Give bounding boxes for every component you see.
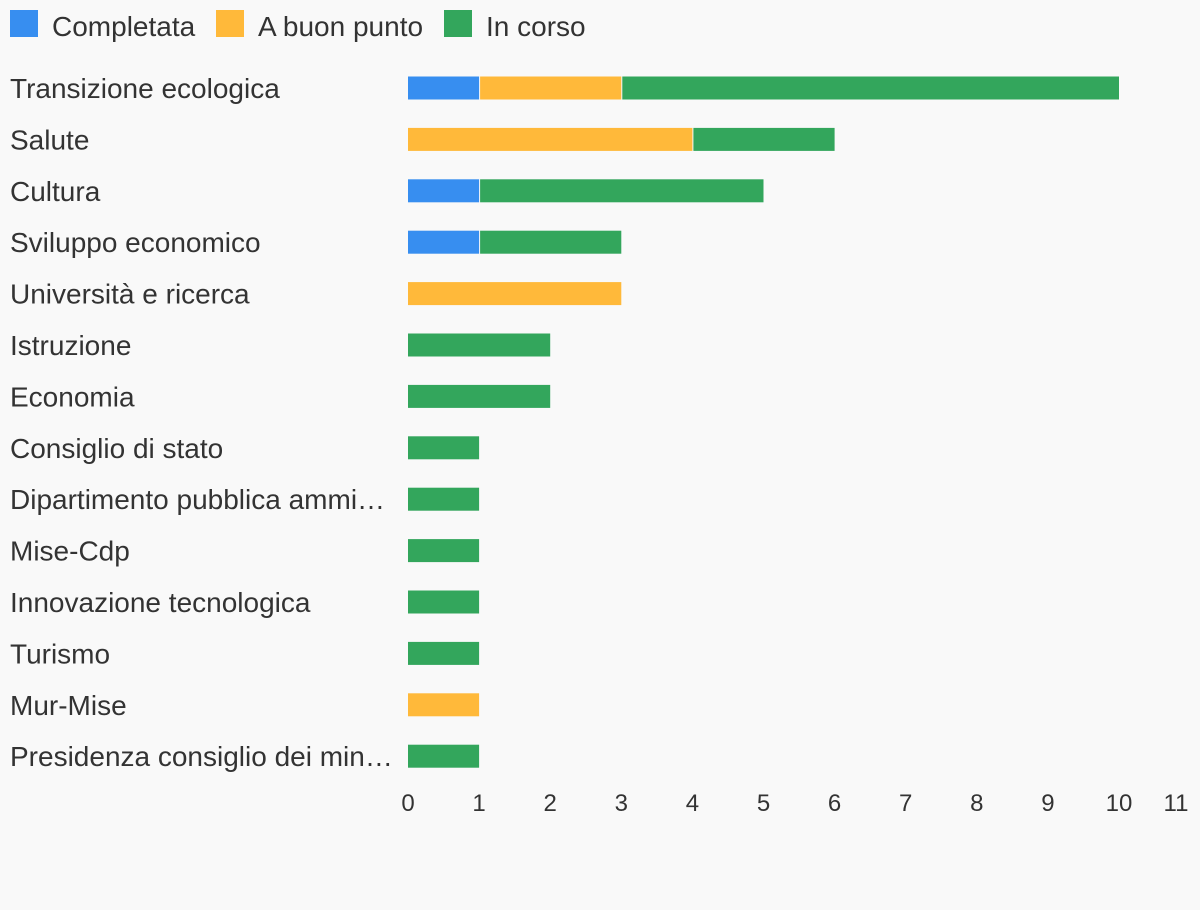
legend: Completata A buon punto In corso <box>10 10 586 42</box>
bar-cultura-in-corso <box>480 179 764 203</box>
x-tick-label-8: 8 <box>970 790 983 817</box>
legend-swatch-completata <box>10 10 38 37</box>
legend-label-in-corso: In corso <box>486 11 586 42</box>
category-label-consiglio-di-stato: Consiglio di stato <box>10 433 223 464</box>
x-tick-label-4: 4 <box>686 790 699 817</box>
category-label-sviluppo-economico: Sviluppo economico <box>10 227 261 258</box>
legend-swatch-a-buon-punto <box>216 10 244 37</box>
category-label-mise-cdp: Mise-Cdp <box>10 536 130 567</box>
x-tick-label-1: 1 <box>472 790 485 817</box>
bar-salute-a-buon-punto <box>408 127 693 151</box>
bar-economia-in-corso <box>408 384 551 408</box>
bar-innovazione-tecnologica-in-corso <box>408 590 480 614</box>
category-label-dipartimento-pubblica-ammi: Dipartimento pubblica ammi… <box>10 484 385 515</box>
x-tick-label-11: 11 <box>1164 790 1189 817</box>
category-label-universita-e-ricerca: Università e ricerca <box>10 279 250 310</box>
category-label-mur-mise: Mur-Mise <box>10 690 127 721</box>
bar-presidenza-consiglio-dei-min-in-corso <box>408 744 480 768</box>
bar-consiglio-di-stato-in-corso <box>408 436 480 460</box>
x-tick-label-7: 7 <box>899 790 912 817</box>
x-tick-label-2: 2 <box>544 790 557 817</box>
category-label-turismo: Turismo <box>10 638 110 669</box>
bar-sviluppo-economico-completata <box>408 230 480 254</box>
bar-salute-in-corso <box>693 127 835 151</box>
x-tick-label-5: 5 <box>757 790 770 817</box>
bar-turismo-in-corso <box>408 641 480 665</box>
bar-transizione-ecologica-in-corso <box>622 76 1119 100</box>
legend-label-completata: Completata <box>52 11 196 42</box>
bar-transizione-ecologica-a-buon-punto <box>480 76 622 100</box>
x-tick-label-10: 10 <box>1106 790 1133 817</box>
bar-istruzione-in-corso <box>408 333 551 357</box>
x-tick-label-9: 9 <box>1041 790 1054 817</box>
category-label-economia: Economia <box>10 381 135 412</box>
category-labels: Transizione ecologica Salute Cultura Svilup… <box>10 73 393 772</box>
bar-cultura-completata <box>408 179 480 203</box>
bar-dipartimento-pubblica-ammi-in-corso <box>408 487 480 511</box>
bar-universita-e-ricerca-a-buon-punto <box>408 282 622 306</box>
category-label-salute: Salute <box>10 124 89 155</box>
legend-swatch-in-corso <box>444 10 472 37</box>
x-tick-label-0: 0 <box>401 790 414 817</box>
x-tick-label-3: 3 <box>615 790 628 817</box>
x-tick-label-6: 6 <box>828 790 841 817</box>
category-label-istruzione: Istruzione <box>10 330 131 361</box>
bar-transizione-ecologica-completata <box>408 76 480 100</box>
bar-sviluppo-economico-in-corso <box>480 230 622 254</box>
bar-mur-mise-a-buon-punto <box>408 693 480 717</box>
x-axis-ticks: 0 1 2 3 4 5 6 7 8 9 10 11 <box>401 790 1188 817</box>
bars <box>408 76 1119 768</box>
bar-mise-cdp-in-corso <box>408 539 480 563</box>
category-label-transizione-ecologica: Transizione ecologica <box>10 73 280 104</box>
category-label-innovazione-tecnologica: Innovazione tecnologica <box>10 587 311 618</box>
category-label-presidenza-consiglio-dei-min: Presidenza consiglio dei min… <box>10 741 393 772</box>
legend-label-a-buon-punto: A buon punto <box>258 11 423 42</box>
category-label-cultura: Cultura <box>10 176 101 207</box>
